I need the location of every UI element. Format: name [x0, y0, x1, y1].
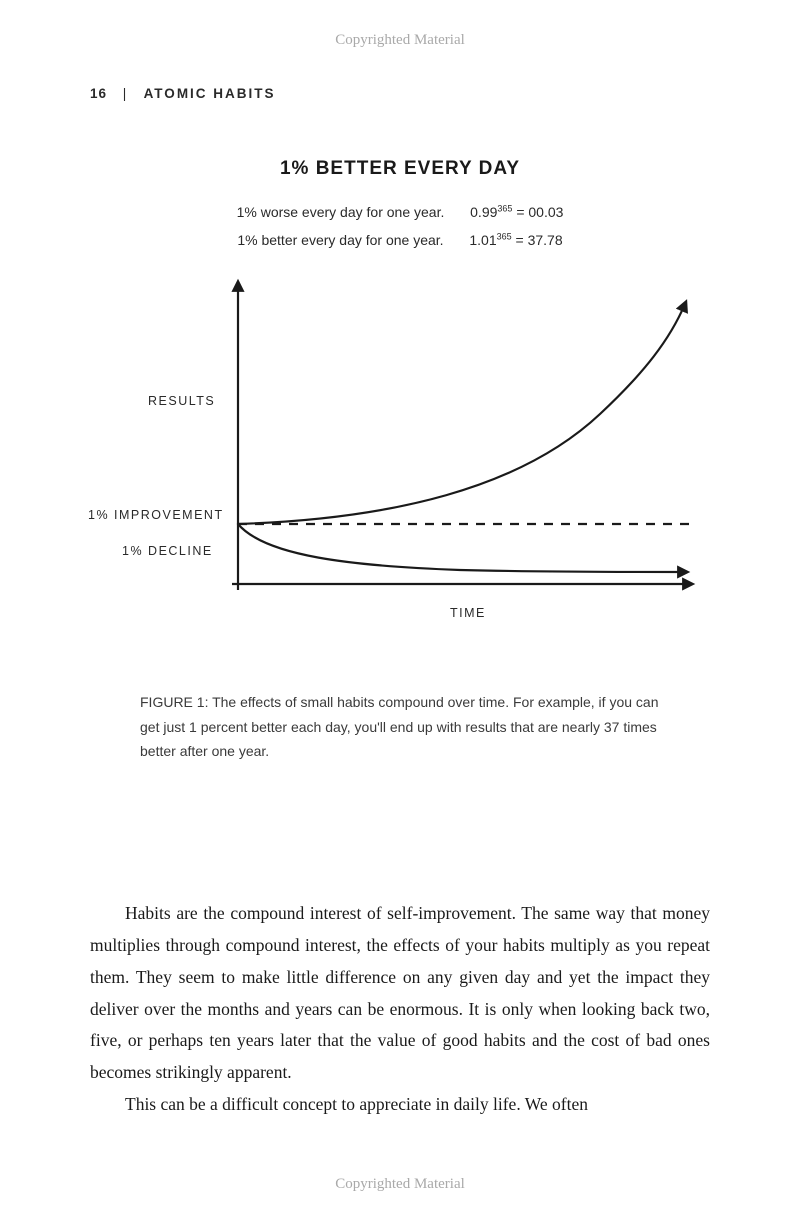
growth-chart: RESULTS 1% IMPROVEMENT 1% DECLINE TIME: [90, 264, 710, 664]
subtitle-2-base: 1.01: [469, 232, 496, 248]
paragraph-2: This can be a difficult concept to appre…: [90, 1089, 710, 1121]
subtitle-row-1: 1% worse every day for one year. 0.99365…: [237, 198, 564, 226]
subtitle-2-result: = 37.78: [516, 232, 563, 248]
subtitle-2-exp: 365: [497, 231, 512, 241]
improvement-label: 1% IMPROVEMENT: [88, 508, 224, 522]
decline-label: 1% DECLINE: [122, 544, 213, 558]
page-number: 16: [90, 86, 107, 101]
watermark-bottom: Copyrighted Material: [0, 1176, 800, 1193]
watermark-top: Copyrighted Material: [0, 32, 800, 49]
running-header: 16 | ATOMIC HABITS: [90, 86, 276, 101]
subtitle-1-result: = 00.03: [516, 204, 563, 220]
header-separator: |: [123, 86, 129, 101]
figure-caption: FIGURE 1: The effects of small habits co…: [140, 690, 660, 764]
subtitle-row-2: 1% better every day for one year. 1.0136…: [237, 226, 562, 254]
chart-svg: [90, 264, 710, 664]
subtitle-1-exp: 365: [497, 203, 512, 213]
figure-title: 1% BETTER EVERY DAY: [90, 158, 710, 180]
x-axis-label: TIME: [450, 606, 486, 620]
running-title: ATOMIC HABITS: [144, 86, 276, 101]
subtitle-2-text: 1% better every day for one year.: [237, 232, 443, 248]
y-axis-label: RESULTS: [148, 394, 215, 408]
subtitle-1-text: 1% worse every day for one year.: [237, 204, 445, 220]
paragraph-1: Habits are the compound interest of self…: [90, 898, 710, 1089]
body-text: Habits are the compound interest of self…: [90, 898, 710, 1121]
subtitle-1-base: 0.99: [470, 204, 497, 220]
figure-block: 1% BETTER EVERY DAY 1% worse every day f…: [90, 158, 710, 764]
page: Copyrighted Material 16 | ATOMIC HABITS …: [0, 0, 800, 1225]
figure-subtitles: 1% worse every day for one year. 0.99365…: [90, 198, 710, 254]
